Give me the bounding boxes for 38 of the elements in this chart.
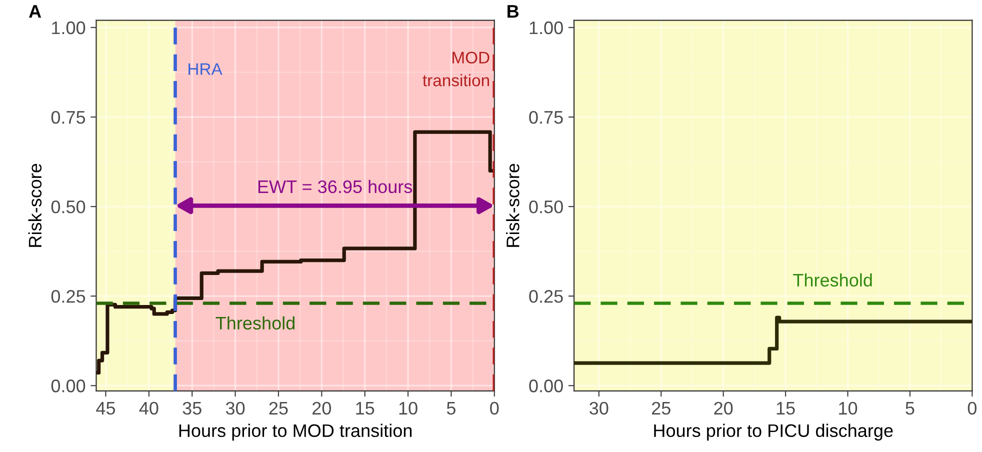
x-tick-label: 0 — [490, 402, 499, 415]
x-tick-label: 10 — [399, 402, 418, 415]
y-tick-label: 0.75 — [529, 110, 563, 124]
chart-title: A — [29, 5, 42, 18]
x-tick-label: 0 — [968, 402, 976, 415]
x-axis-title: Hours prior to PICU discharge — [654, 424, 893, 441]
y-tick-label: 0.25 — [51, 290, 86, 303]
ref-line-label: Threshold — [216, 316, 294, 330]
chart-title: B — [508, 5, 519, 18]
y-tick-label: 0.00 — [51, 380, 86, 392]
ref-line-label: HRA — [188, 63, 222, 75]
annotation: EWT = 36.95 hours — [258, 180, 412, 194]
x-axis-title: Hours prior to MOD transition — [179, 424, 412, 441]
x-tick-label: 20 — [312, 402, 331, 415]
y-tick-label: 0.75 — [51, 110, 86, 124]
y-tick-label: 0.00 — [529, 380, 563, 392]
x-tick-label: 45 — [96, 402, 116, 415]
y-tick-label: 0.25 — [529, 290, 563, 303]
ref-line-label: Threshold — [793, 273, 872, 287]
x-tick-label: 10 — [839, 402, 858, 415]
ref-line-label: MOD transition — [422, 52, 490, 86]
x-tick-label: 15 — [776, 402, 795, 415]
y-tick-label: 0.50 — [529, 200, 563, 214]
y-axis-title: Risk-score — [28, 164, 42, 247]
y-axis-title: Risk-score — [506, 164, 520, 247]
x-tick-label: 35 — [182, 402, 202, 415]
y-tick-label: 1.00 — [52, 21, 86, 34]
x-tick-label: 30 — [226, 402, 245, 415]
x-tick-label: 15 — [356, 402, 374, 415]
x-tick-label: 5 — [906, 402, 914, 415]
x-tick-label: 25 — [269, 402, 288, 415]
x-tick-label: 5 — [446, 402, 456, 415]
x-tick-label: 20 — [714, 402, 733, 415]
x-tick-label: 25 — [652, 402, 670, 415]
y-tick-label: 0.50 — [51, 200, 86, 214]
y-tick-label: 1.00 — [530, 21, 563, 34]
x-tick-label: 30 — [590, 402, 608, 415]
x-tick-label: 40 — [139, 402, 158, 415]
